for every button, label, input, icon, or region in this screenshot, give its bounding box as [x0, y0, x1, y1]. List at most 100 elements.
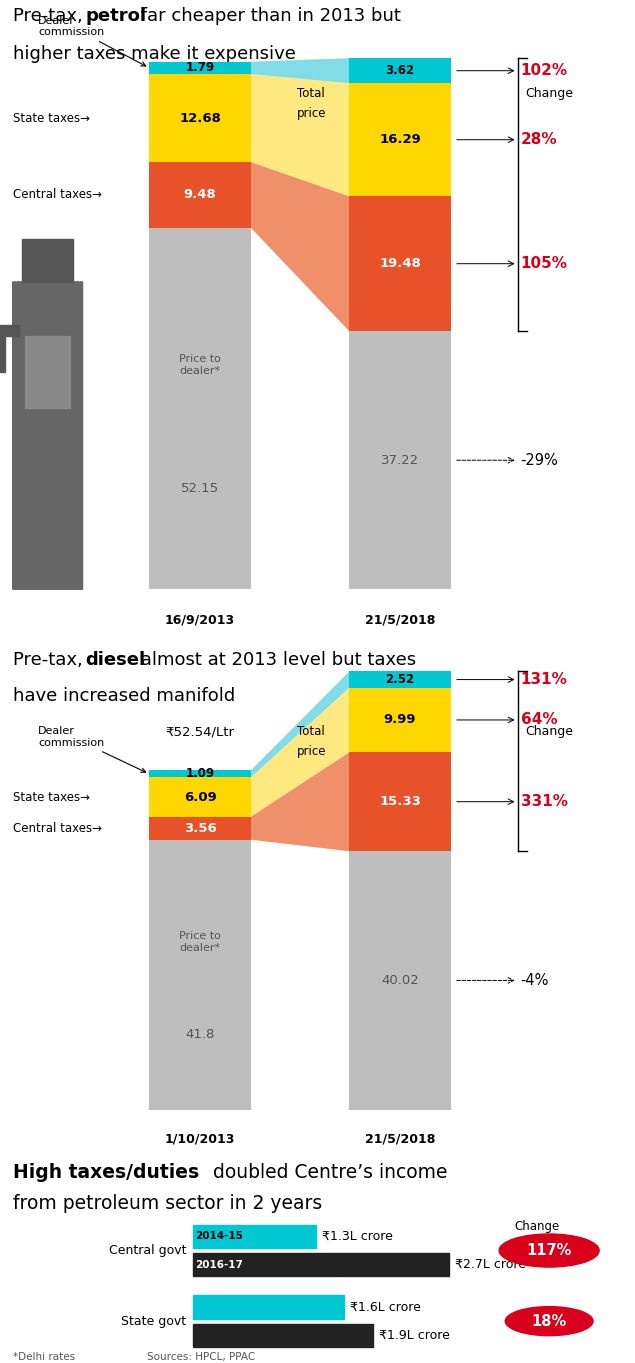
- Text: ₹1.3L crore: ₹1.3L crore: [322, 1229, 393, 1243]
- Text: 3.56: 3.56: [184, 822, 217, 834]
- Text: 12.68: 12.68: [179, 112, 221, 124]
- Text: price: price: [297, 744, 326, 758]
- Text: 131%: 131%: [521, 672, 568, 687]
- Polygon shape: [251, 752, 349, 852]
- Polygon shape: [251, 688, 349, 816]
- Text: doubled Centre’s income: doubled Centre’s income: [206, 1163, 447, 1182]
- Text: 2014-15: 2014-15: [196, 1231, 243, 1242]
- Text: 117%: 117%: [526, 1243, 572, 1258]
- Text: Total: Total: [297, 87, 325, 99]
- Text: High taxes/duties: High taxes/duties: [13, 1163, 199, 1182]
- Text: Dealer
commission: Dealer commission: [38, 726, 145, 773]
- Text: ₹76.61/Ltr: ₹76.61/Ltr: [366, 87, 434, 99]
- Text: -29%: -29%: [521, 453, 558, 468]
- Bar: [149, 770, 251, 777]
- Text: 52.15: 52.15: [181, 481, 219, 495]
- Text: from petroleum sector in 2 years: from petroleum sector in 2 years: [13, 1194, 322, 1213]
- Text: 40.02: 40.02: [381, 975, 419, 987]
- Bar: [349, 852, 451, 1109]
- Text: -4%: -4%: [521, 973, 549, 988]
- Bar: [349, 83, 451, 196]
- Text: Central govt: Central govt: [109, 1244, 187, 1257]
- Bar: [349, 752, 451, 852]
- Text: 41.8: 41.8: [185, 1028, 215, 1040]
- Text: 2016-17: 2016-17: [196, 1259, 243, 1270]
- Bar: [149, 74, 251, 162]
- Text: Sources: HPCL, PPAC: Sources: HPCL, PPAC: [147, 1352, 255, 1362]
- Text: 105%: 105%: [521, 256, 568, 271]
- Text: petrol: petrol: [86, 7, 147, 25]
- Text: 28%: 28%: [521, 132, 558, 147]
- Text: far cheaper than in 2013 but: far cheaper than in 2013 but: [135, 7, 401, 25]
- Polygon shape: [251, 59, 349, 83]
- Bar: [349, 688, 451, 752]
- Text: diesel: diesel: [86, 652, 146, 669]
- Text: Dealer
commission: Dealer commission: [38, 16, 145, 65]
- Text: Change: Change: [514, 1220, 559, 1234]
- Text: ₹1.6L crore: ₹1.6L crore: [351, 1300, 421, 1314]
- Text: State taxes→: State taxes→: [13, 112, 90, 124]
- Circle shape: [499, 1234, 599, 1268]
- Bar: [149, 228, 251, 589]
- Bar: [349, 331, 451, 589]
- Circle shape: [505, 1307, 593, 1336]
- Polygon shape: [251, 74, 349, 196]
- Text: 9.48: 9.48: [184, 188, 217, 202]
- Text: ₹76.1/Ltr: ₹76.1/Ltr: [170, 87, 231, 99]
- Text: Change: Change: [525, 725, 573, 739]
- Text: have increased manifold: have increased manifold: [13, 687, 235, 705]
- Bar: [149, 61, 251, 74]
- Text: ₹2.7L crore: ₹2.7L crore: [455, 1258, 526, 1272]
- Text: 6.09: 6.09: [184, 791, 217, 804]
- Text: price: price: [297, 108, 326, 120]
- Bar: [192, 1225, 316, 1249]
- Bar: [149, 816, 251, 840]
- Text: 102%: 102%: [521, 63, 568, 78]
- Text: 21/5/2018: 21/5/2018: [365, 1133, 435, 1145]
- Text: ₹52.54/Ltr: ₹52.54/Ltr: [166, 725, 234, 739]
- Text: 64%: 64%: [521, 713, 558, 728]
- Text: ₹1.9L crore: ₹1.9L crore: [379, 1329, 450, 1341]
- Text: 15.33: 15.33: [379, 795, 421, 808]
- Text: 1.79: 1.79: [185, 61, 215, 75]
- Bar: [22, 239, 73, 282]
- Text: 16/9/2013: 16/9/2013: [165, 613, 235, 627]
- Bar: [192, 1253, 448, 1276]
- Bar: [349, 59, 451, 83]
- Text: 2.52: 2.52: [385, 673, 415, 686]
- Text: Central taxes→: Central taxes→: [13, 822, 102, 834]
- Text: 21/5/2018: 21/5/2018: [365, 613, 435, 627]
- Text: 37.22: 37.22: [381, 454, 419, 466]
- Text: Price to
dealer*: Price to dealer*: [179, 354, 221, 376]
- Text: 1.09: 1.09: [185, 767, 215, 781]
- Text: 18%: 18%: [531, 1314, 567, 1329]
- Text: Central taxes→: Central taxes→: [13, 188, 102, 202]
- Bar: [149, 777, 251, 816]
- Text: Change: Change: [525, 87, 573, 99]
- FancyBboxPatch shape: [13, 282, 83, 589]
- Text: Price to
dealer*: Price to dealer*: [179, 931, 221, 953]
- Text: higher taxes make it expensive: higher taxes make it expensive: [13, 45, 295, 63]
- Text: Pre-tax,: Pre-tax,: [13, 652, 88, 669]
- Bar: [25, 337, 70, 409]
- Bar: [349, 672, 451, 688]
- Polygon shape: [251, 162, 349, 331]
- Bar: [149, 840, 251, 1109]
- Text: Pre-tax,: Pre-tax,: [13, 7, 88, 25]
- Text: *Delhi rates: *Delhi rates: [13, 1352, 75, 1362]
- Text: 16.29: 16.29: [379, 134, 421, 146]
- Bar: [349, 196, 451, 331]
- Text: 9.99: 9.99: [384, 713, 417, 726]
- Bar: [0, 326, 19, 337]
- Text: 3.62: 3.62: [385, 64, 415, 78]
- Text: 1/10/2013: 1/10/2013: [165, 1133, 235, 1145]
- Text: Total: Total: [297, 725, 325, 739]
- Bar: [0, 328, 5, 372]
- Bar: [192, 1295, 344, 1318]
- Text: 331%: 331%: [521, 795, 568, 810]
- Text: 19.48: 19.48: [379, 258, 421, 270]
- Text: almost at 2013 level but taxes: almost at 2013 level but taxes: [135, 652, 417, 669]
- Text: ₹67.86/Ltr: ₹67.86/Ltr: [366, 725, 434, 739]
- Bar: [149, 162, 251, 228]
- Polygon shape: [251, 672, 349, 777]
